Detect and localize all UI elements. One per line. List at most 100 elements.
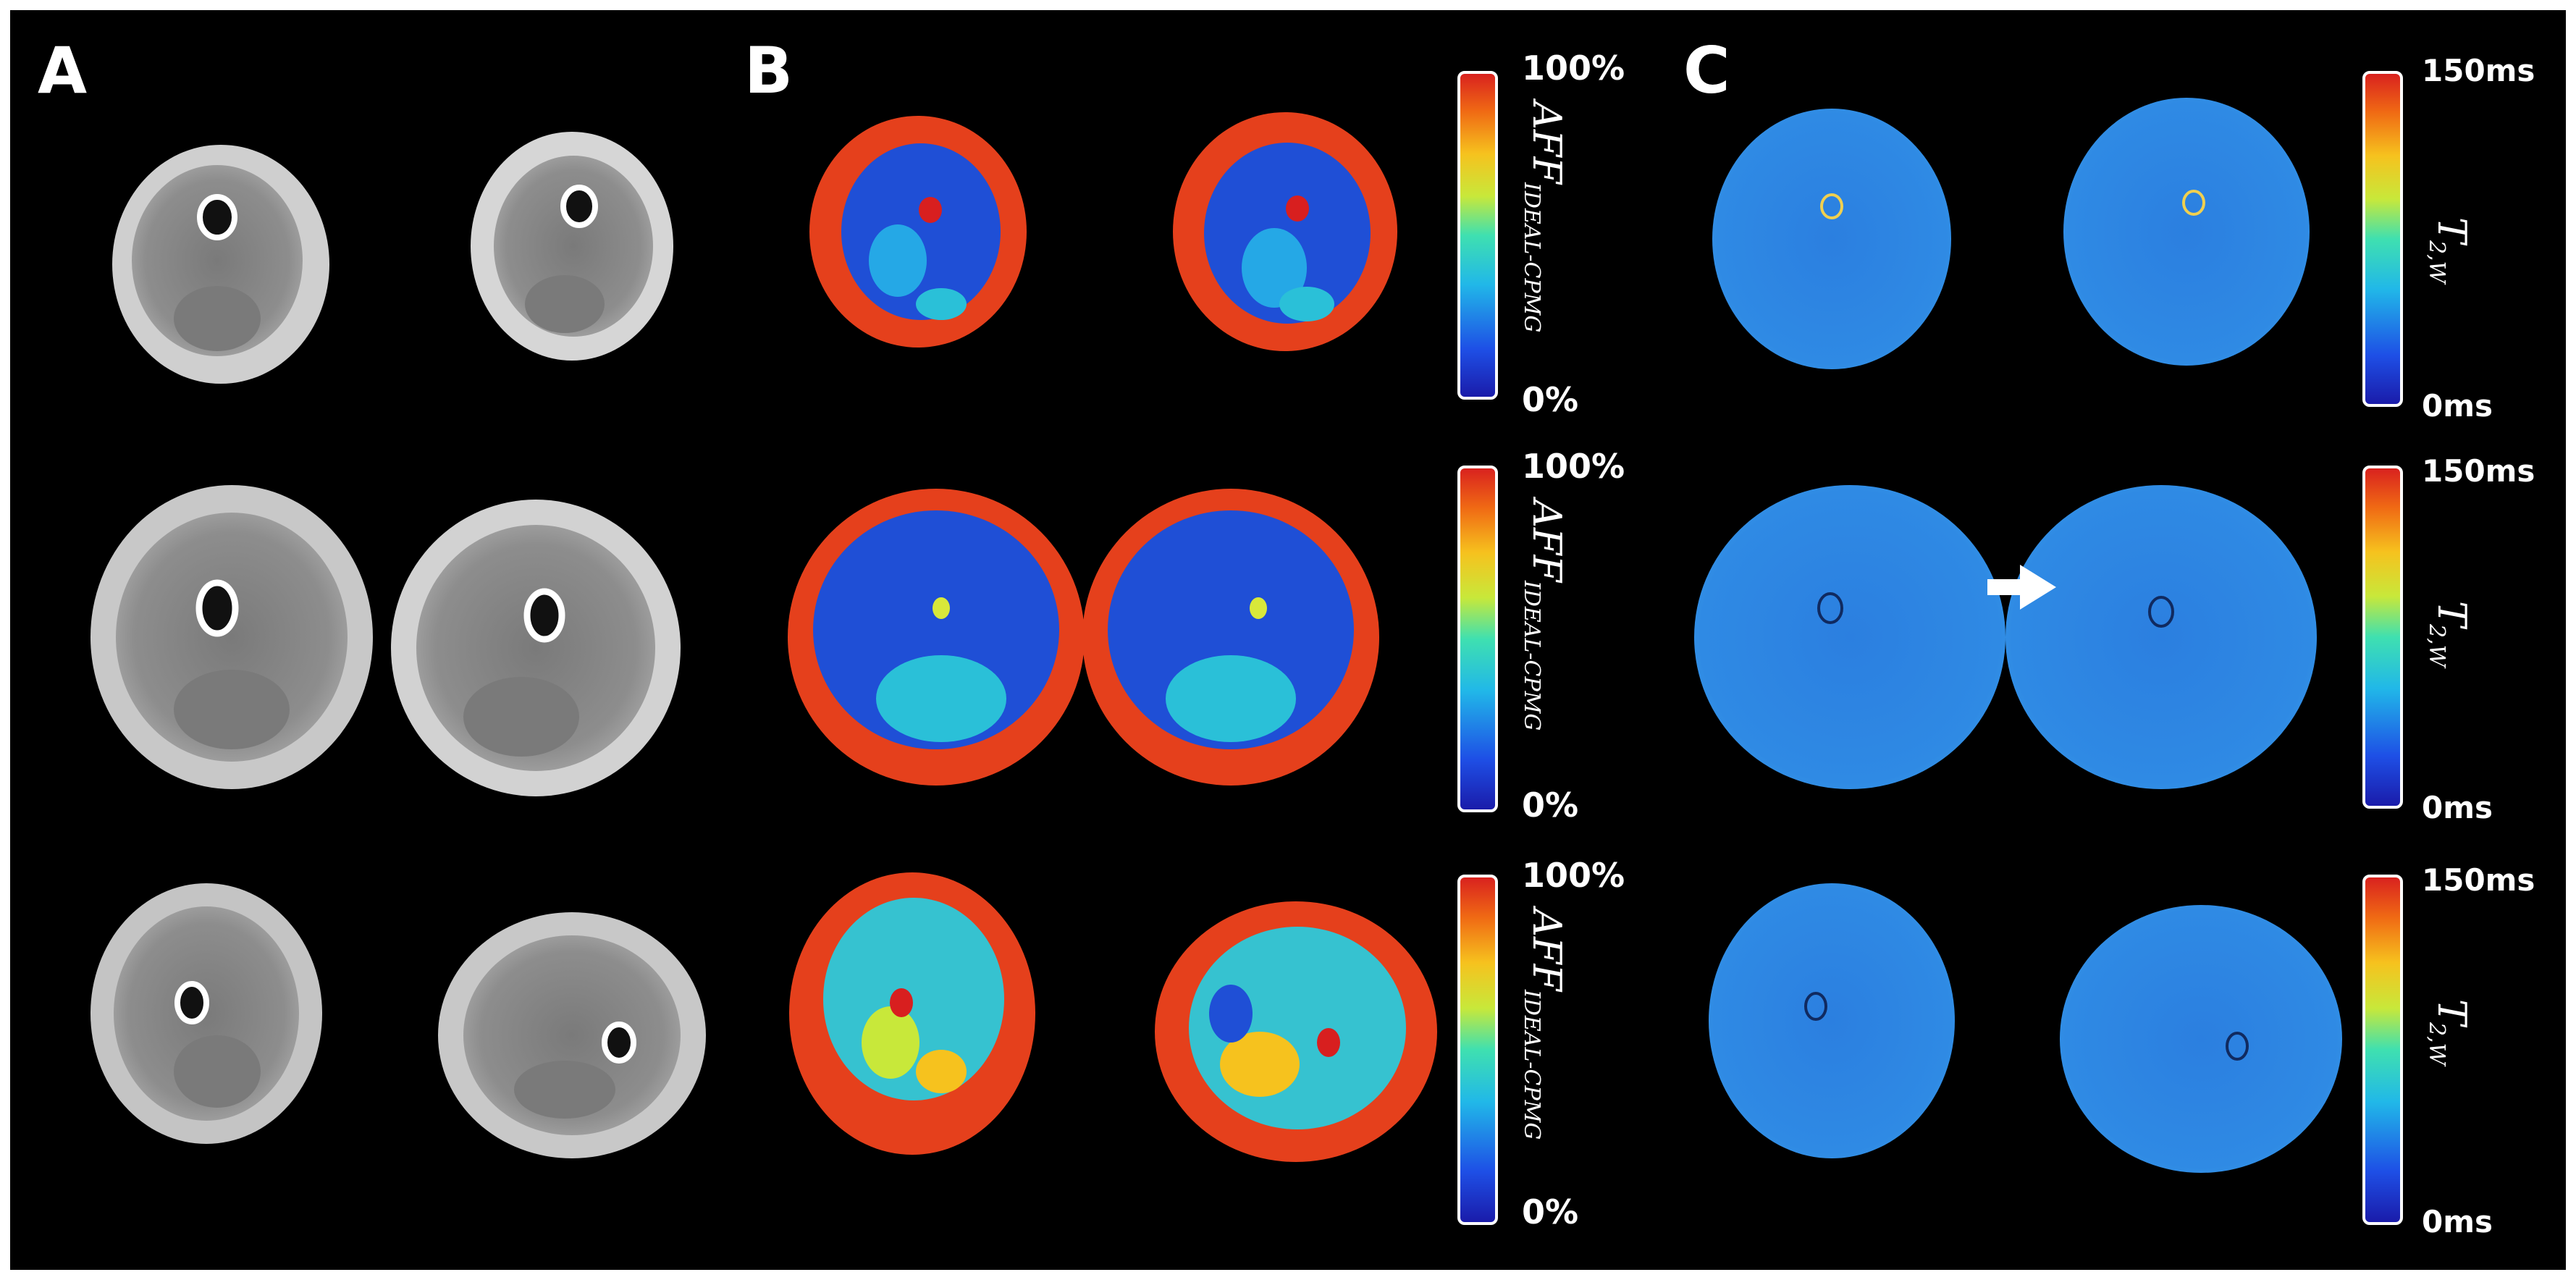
colorbar-min-label: 0ms xyxy=(2422,1204,2493,1239)
femur-outline xyxy=(2148,596,2174,628)
colorbar-subscript: IDEAL-CPMG xyxy=(1519,580,1544,730)
white-arrow-icon xyxy=(1987,565,2056,610)
colorbar-min-label: 0ms xyxy=(2422,388,2493,424)
aff-map-row3-right xyxy=(1155,901,1437,1162)
colorbar-c-row1: 150ms 0ms T 2,W xyxy=(2362,53,2535,424)
colorbar-gradient xyxy=(1457,71,1498,400)
colorbar-title: AFF IDEAL-CPMG xyxy=(1519,496,1570,730)
colorbar-min-label: 0% xyxy=(1522,1192,1578,1231)
hamstrings xyxy=(514,1061,615,1119)
femur-marrow xyxy=(933,597,950,619)
femur xyxy=(560,185,598,228)
colorbar-title: AFF IDEAL-CPMG xyxy=(1519,905,1570,1140)
colorbar-max-label: 100% xyxy=(1522,447,1625,486)
colorbar-max-label: 100% xyxy=(1522,856,1625,895)
muscle-texture xyxy=(1209,985,1253,1043)
muscle-texture xyxy=(1220,1032,1300,1097)
femur xyxy=(197,194,237,240)
t2-map-row3-left xyxy=(1709,883,1955,1158)
mri-gray-row3-left xyxy=(91,883,322,1144)
panel-a-label: A xyxy=(38,33,87,108)
colorbar-title: AFF IDEAL-CPMG xyxy=(1519,98,1570,332)
colorbar-subscript: 2,W xyxy=(2424,1022,2449,1067)
femur-marrow xyxy=(1250,597,1267,619)
colorbar-b-row3: 100% 0% AFF IDEAL-CPMG xyxy=(1457,856,1625,1231)
panel-a: A xyxy=(38,33,706,1158)
femur-marrow xyxy=(1317,1028,1340,1057)
colorbar-gradient xyxy=(2362,466,2403,809)
muscle-texture xyxy=(1279,287,1334,321)
t2-map-row3-right xyxy=(2060,905,2342,1173)
colorbar-min-label: 0% xyxy=(1522,786,1578,825)
femur-marrow xyxy=(1286,195,1309,222)
colorbar-quantity: AFF xyxy=(1524,98,1570,185)
colorbar-max-label: 150ms xyxy=(2422,453,2535,489)
mri-gray-row1-right xyxy=(471,132,673,361)
colorbar-subscript: 2,W xyxy=(2424,623,2449,669)
colorbar-min-label: 0ms xyxy=(2422,790,2493,825)
mri-gray-row2-right xyxy=(391,500,681,796)
femur xyxy=(174,981,209,1024)
panel-c: C 150ms 0ms T 2,W xyxy=(1683,33,2535,1239)
aff-map-row2-left xyxy=(788,489,1085,786)
panel-b-label: B xyxy=(744,33,793,108)
colorbar-title: T 2,W xyxy=(2424,601,2475,669)
colorbar-subscript: IDEAL-CPMG xyxy=(1519,182,1544,332)
femur-marrow xyxy=(919,197,942,223)
muscle-region xyxy=(823,898,1004,1100)
colorbar-gradient xyxy=(1457,875,1498,1225)
muscle-region xyxy=(132,165,303,356)
femur xyxy=(195,579,239,637)
colorbar-b-row1: 100% 0% AFF IDEAL-CPMG xyxy=(1457,49,1625,419)
colorbar-subscript: IDEAL-CPMG xyxy=(1519,989,1544,1140)
colorbar-c-row3: 150ms 0ms T 2,W xyxy=(2362,862,2535,1239)
colorbar-c-row2: 150ms 0ms T 2,W xyxy=(2362,453,2535,825)
colorbar-quantity: T xyxy=(2429,999,2475,1028)
femur xyxy=(602,1022,636,1064)
colorbar-quantity: T xyxy=(2429,217,2475,246)
femur-marrow xyxy=(890,988,913,1017)
colorbar-quantity: T xyxy=(2429,601,2475,630)
t2-map-row2-left xyxy=(1694,485,2005,789)
aff-map-row1-right xyxy=(1173,112,1397,351)
colorbar-gradient xyxy=(2362,71,2403,407)
colorbar-gradient xyxy=(1457,466,1498,812)
panel-c-label: C xyxy=(1683,33,1730,108)
colorbar-quantity: AFF xyxy=(1524,496,1570,584)
muscle-texture xyxy=(862,1006,919,1079)
t2-map-row1-right xyxy=(2063,98,2310,366)
muscle-texture xyxy=(876,655,1006,742)
hamstrings xyxy=(463,677,579,757)
panel-b: B xyxy=(744,33,1625,1231)
muscle-texture xyxy=(916,1050,967,1093)
colorbar-max-label: 100% xyxy=(1522,49,1625,88)
femur-outline xyxy=(1820,193,1843,219)
muscle-texture xyxy=(1166,655,1296,742)
muscle-texture xyxy=(916,288,967,320)
femur-outline xyxy=(2182,190,2205,216)
colorbar-title: T 2,W xyxy=(2424,217,2475,285)
colorbar-subscript: 2,W xyxy=(2424,240,2449,285)
hamstrings xyxy=(174,286,261,351)
aff-map-row2-right xyxy=(1082,489,1379,786)
t2-map-row1-left xyxy=(1712,109,1951,369)
colorbar-title: T 2,W xyxy=(2424,999,2475,1067)
femur-outline xyxy=(2226,1032,2249,1061)
mri-gray-row1-left xyxy=(112,145,329,384)
hamstrings xyxy=(174,670,290,749)
femur-outline xyxy=(1804,992,1827,1021)
muscle-texture xyxy=(869,224,927,297)
femur xyxy=(523,588,565,643)
aff-map-row1-left xyxy=(809,116,1027,348)
colorbar-max-label: 150ms xyxy=(2422,53,2535,88)
hamstrings xyxy=(174,1035,261,1108)
colorbar-quantity: AFF xyxy=(1524,905,1570,993)
hamstrings xyxy=(525,275,605,333)
mri-gray-row2-left xyxy=(91,485,373,789)
colorbar-gradient xyxy=(2362,875,2403,1225)
muscle-texture xyxy=(1242,228,1307,308)
femur-outline xyxy=(1817,592,1843,624)
aff-map-row3-left xyxy=(789,872,1035,1155)
